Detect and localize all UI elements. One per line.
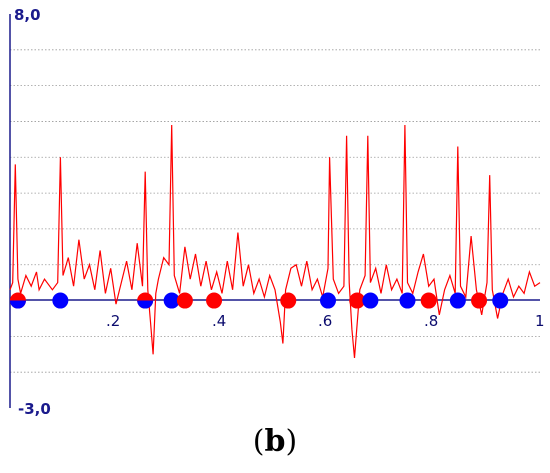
x-tick-label: .4 — [212, 312, 226, 330]
y-axis-min-label: -3,0 — [18, 400, 51, 418]
x-tick-label: 1 — [535, 312, 545, 330]
x-tick-label: .6 — [318, 312, 332, 330]
caption-open-paren: ( — [252, 424, 265, 459]
y-axis-max-label: 8,0 — [14, 6, 41, 24]
marker-red — [176, 292, 193, 309]
marker-blue — [163, 292, 180, 309]
marker-blue — [362, 292, 379, 309]
chart: 8,0 -3,0 .2 .4 .6 .8 1 — [9, 6, 545, 418]
marker-red — [420, 292, 437, 309]
marker-red — [280, 292, 297, 309]
series-line — [9, 124, 541, 358]
x-tick-labels: .2 .4 .6 .8 1 — [106, 312, 545, 330]
figure-caption: (b) — [0, 424, 550, 459]
marker-blue-half — [137, 300, 154, 309]
markers — [9, 292, 509, 309]
marker-blue — [399, 292, 416, 309]
marker-blue — [52, 292, 69, 309]
x-tick-label: .8 — [424, 312, 438, 330]
x-tick-label: .2 — [106, 312, 120, 330]
marker-red — [471, 292, 488, 309]
marker-blue — [492, 292, 509, 309]
marker-blue — [449, 292, 466, 309]
marker-red — [206, 292, 223, 309]
grid-lines — [10, 49, 540, 373]
marker-red — [349, 292, 366, 309]
marker-blue — [320, 292, 336, 309]
marker-blue-half — [9, 300, 26, 309]
caption-letter: b — [264, 424, 286, 459]
caption-close-paren: ) — [285, 424, 298, 459]
